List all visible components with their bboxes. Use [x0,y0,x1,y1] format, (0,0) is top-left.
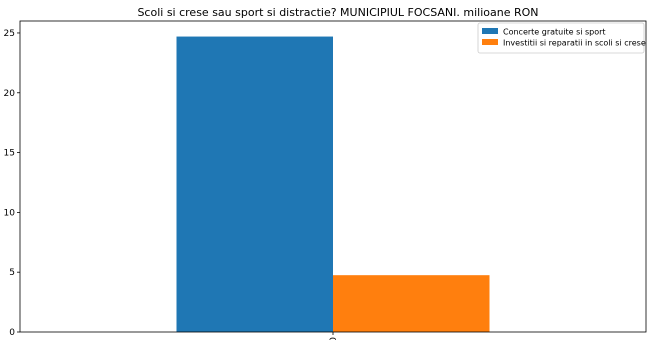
y-tick-label-10: 10 [4,208,16,218]
x-tick-label-0: 0 [329,337,339,340]
bar-investitii-si-reparatii-in-scoli-si-crese-0 [333,275,490,332]
axes-group: 0 5 10 15 20 25 0 [4,20,647,340]
legend-label-1: Investitii si reparatii in scoli si cres… [503,39,646,48]
y-tick-label-5: 5 [9,268,15,278]
legend-label-0: Concerte gratuite si sport [503,28,606,37]
y-tick-label-25: 25 [4,29,15,39]
bars-group [176,36,490,333]
legend-swatch-1 [482,39,498,45]
legend: Concerte gratuite si sport Investitii si … [477,22,646,54]
y-tick-label-20: 20 [4,89,16,99]
y-tick-label-15: 15 [4,149,15,159]
bar-concerte-gratuite-si-sport-0 [176,36,333,333]
legend-swatch-0 [482,28,498,34]
y-tick-label-0: 0 [9,328,15,338]
legend-frame [477,22,645,54]
chart-title: Scoli si crese sau sport si distractie? … [137,6,538,19]
